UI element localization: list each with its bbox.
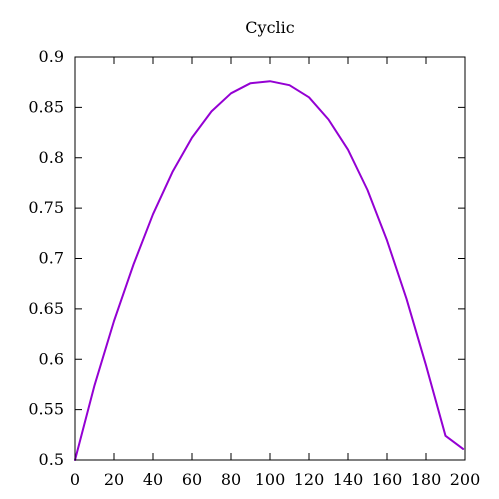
y-tick: 0.55	[28, 400, 465, 419]
y-tick: 0.7	[39, 249, 465, 268]
y-tick-label: 0.5	[39, 450, 64, 469]
x-tick: 80	[221, 57, 241, 489]
x-tick: 120	[294, 57, 325, 489]
ticks-layer: 0 20 40 60 80 100 120 140 160 180 200 0.5 0.55 0.6 0.6…	[28, 47, 480, 489]
series-layer	[74, 80, 465, 461]
series-line	[74, 80, 465, 461]
x-tick-label: 120	[294, 470, 325, 489]
x-tick: 60	[182, 57, 202, 489]
x-tick-label: 140	[333, 470, 364, 489]
y-tick: 0.75	[28, 198, 465, 217]
x-tick: 160	[372, 57, 403, 489]
y-tick-label: 0.9	[39, 47, 64, 66]
y-tick-label: 0.7	[39, 249, 64, 268]
x-tick-label: 40	[143, 470, 163, 489]
x-tick-label: 0	[70, 470, 80, 489]
x-tick: 180	[411, 57, 442, 489]
y-tick-label: 0.8	[39, 148, 64, 167]
y-tick-label: 0.6	[39, 349, 64, 368]
y-tick-label: 0.65	[28, 299, 64, 318]
x-tick-label: 200	[450, 470, 481, 489]
y-tick: 0.85	[28, 97, 465, 116]
y-tick-label: 0.75	[28, 198, 64, 217]
x-tick-label: 20	[104, 470, 124, 489]
plot-frame	[74, 56, 466, 461]
x-tick-label: 80	[221, 470, 241, 489]
y-tick: 0.6	[39, 349, 465, 368]
x-tick: 40	[143, 57, 163, 489]
x-tick: 100	[255, 57, 286, 489]
y-tick: 0.65	[28, 299, 465, 318]
y-tick-label: 0.55	[28, 400, 64, 419]
x-tick-label: 100	[255, 470, 286, 489]
x-tick: 20	[104, 57, 124, 489]
y-tick: 0.8	[39, 148, 465, 167]
x-tick: 140	[333, 57, 364, 489]
y-tick-label: 0.85	[28, 97, 64, 116]
chart-title: Cyclic	[245, 18, 294, 37]
x-tick-label: 60	[182, 470, 202, 489]
x-tick-label: 160	[372, 470, 403, 489]
x-tick-label: 180	[411, 470, 442, 489]
